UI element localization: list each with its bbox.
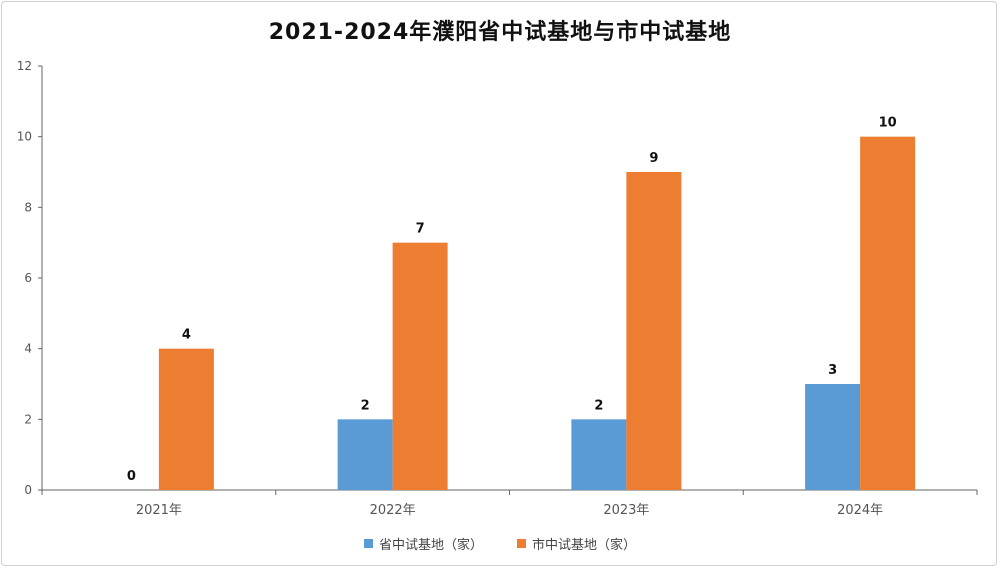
data-label-city: 10 xyxy=(879,116,897,131)
data-label-province: 2 xyxy=(361,398,370,413)
data-label-city: 7 xyxy=(416,222,425,237)
y-tick-label: 0 xyxy=(24,483,32,497)
bar-province xyxy=(571,419,627,490)
bar-city xyxy=(860,136,916,490)
data-label-province: 3 xyxy=(828,363,837,378)
x-category-label: 2023年 xyxy=(603,503,649,518)
data-label-city: 9 xyxy=(649,151,658,166)
legend-label-city: 市中试基地（家） xyxy=(532,538,637,553)
y-tick-label: 6 xyxy=(24,271,32,285)
chart-title: 2021-2024年濮阳省中试基地与市中试基地 xyxy=(268,20,732,45)
legend-item-city: 市中试基地（家） xyxy=(517,534,636,553)
data-label-province: 2 xyxy=(594,398,603,413)
x-category-label: 2021年 xyxy=(136,503,182,518)
x-category-label: 2024年 xyxy=(837,503,883,518)
legend-label-province: 省中试基地（家） xyxy=(378,538,483,553)
legend-swatch-city xyxy=(517,539,526,548)
y-tick-label: 12 xyxy=(17,59,32,73)
y-tick-label: 4 xyxy=(24,342,32,356)
legend-item-province: 省中试基地（家） xyxy=(363,534,483,553)
bar-city xyxy=(626,172,682,490)
bar-province xyxy=(805,384,861,490)
bar-city xyxy=(392,242,448,490)
y-tick-label: 8 xyxy=(24,200,32,214)
data-label-province: 0 xyxy=(127,469,136,484)
legend: 省中试基地（家） 市中试基地（家） xyxy=(0,534,1000,553)
bar-city xyxy=(158,348,214,490)
y-tick-label: 10 xyxy=(17,130,32,144)
bar-province xyxy=(337,419,393,490)
data-label-city: 4 xyxy=(182,328,191,343)
y-tick-label: 2 xyxy=(24,412,32,426)
legend-swatch-province xyxy=(363,539,373,548)
x-category-label: 2022年 xyxy=(370,503,416,518)
